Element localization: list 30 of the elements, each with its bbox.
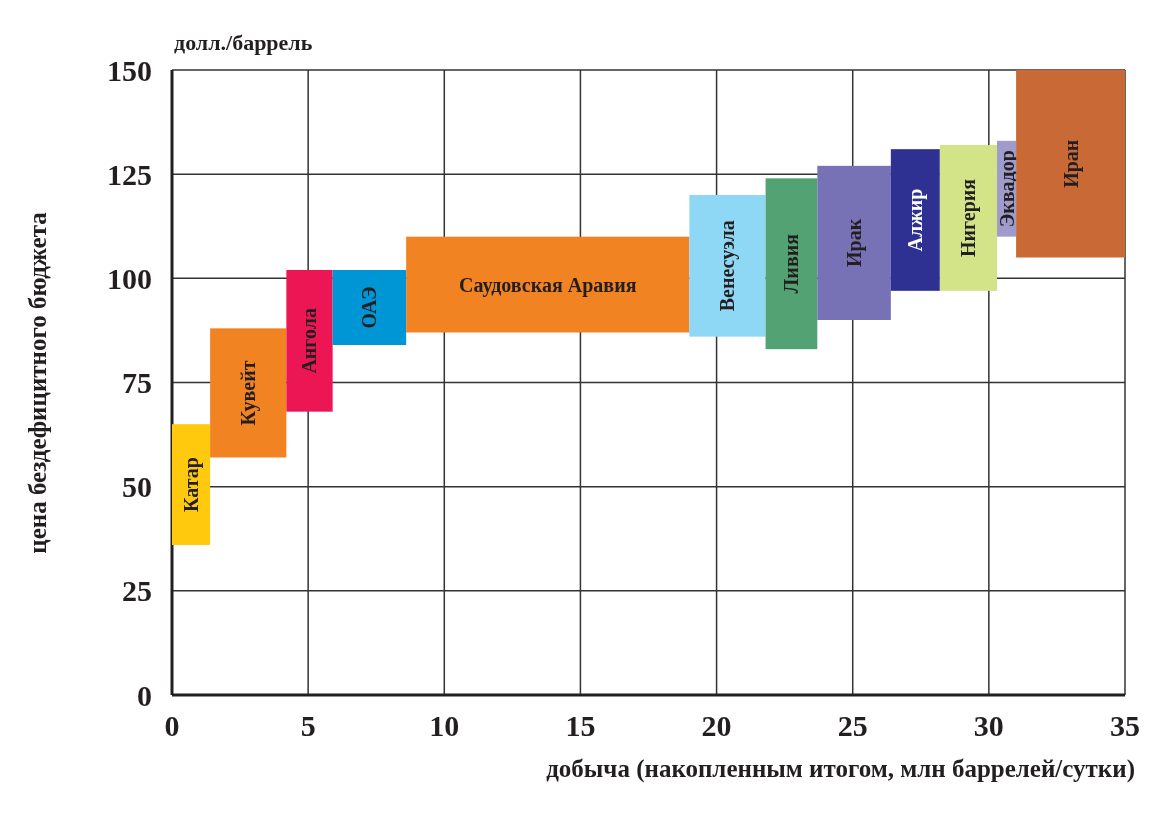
y-tick-label: 75	[122, 366, 152, 400]
x-tick-label: 30	[973, 709, 1004, 743]
y-tick-label: 0	[137, 678, 152, 712]
x-tick-label: 35	[1110, 709, 1140, 743]
y-tick-label: 125	[107, 157, 152, 191]
category-label: Саудовская Аравия	[459, 273, 637, 296]
y-tick-label: 100	[107, 261, 152, 295]
x-axis-title: добыча (накопленным итогом, млн баррелей/сутки)	[546, 755, 1135, 783]
category-label: Венесуэла	[716, 220, 739, 312]
category-label: Кувейт	[237, 360, 260, 426]
y-axis-title: цена бездефицитного бюджета	[24, 211, 52, 554]
category-label: Ирак	[843, 218, 866, 268]
category-label: Алжир	[904, 188, 927, 252]
category-label: Ангола	[298, 308, 321, 374]
category-label: Иран	[1059, 139, 1082, 188]
category-label: Катар	[180, 457, 203, 513]
x-tick-label: 15	[565, 709, 596, 743]
category-label: Эквадор	[995, 150, 1018, 228]
y-tick-label: 150	[107, 53, 152, 87]
x-tick-label: 10	[429, 709, 460, 743]
x-tick-label: 0	[164, 709, 180, 743]
y-tick-label: 25	[122, 574, 152, 608]
x-tick-label: 20	[701, 709, 732, 743]
x-tick-label: 25	[837, 709, 868, 743]
x-tick-label: 5	[300, 709, 316, 743]
text: долл./баррель	[174, 30, 313, 56]
category-label: ОАЭ	[358, 286, 381, 329]
category-label: Нигерия	[957, 178, 980, 258]
category-label: Ливия	[780, 233, 803, 294]
y-tick-label: 50	[122, 470, 152, 504]
